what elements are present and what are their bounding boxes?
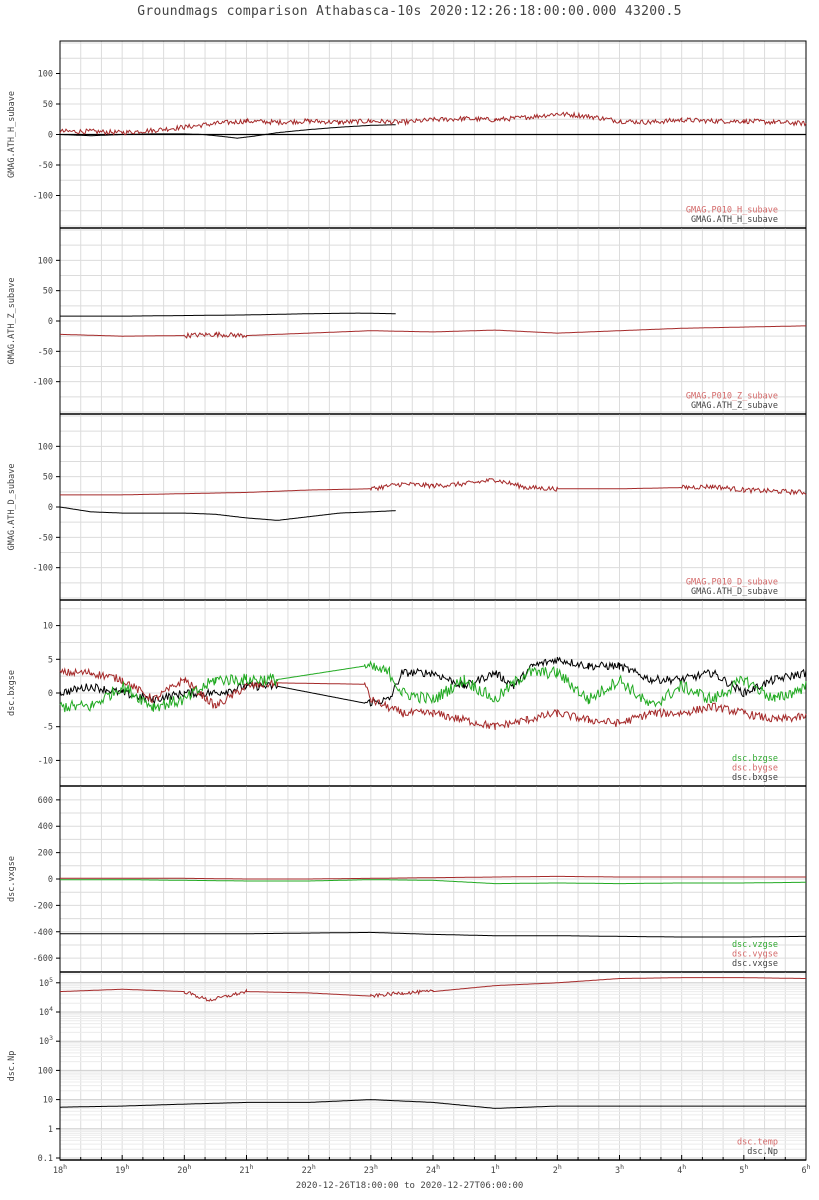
legend-entry: GMAG.ATH_D_subave bbox=[691, 587, 778, 597]
y-tick-label: 0 bbox=[48, 131, 53, 141]
y-tick-label: -100 bbox=[33, 378, 53, 388]
y-tick-label: 5 bbox=[48, 655, 53, 665]
y-tick-label: 50 bbox=[43, 100, 53, 110]
x-tick-label: 20h bbox=[177, 1163, 191, 1176]
series-line-dsc-np bbox=[60, 1099, 806, 1109]
y-tick-label: 1 bbox=[48, 1125, 53, 1135]
y-tick-label: -600 bbox=[33, 954, 53, 964]
x-tick-label: 6h bbox=[801, 1163, 810, 1176]
y-tick-label: 105 bbox=[39, 976, 53, 989]
y-axis-label: GMAG.ATH_Z_subave bbox=[7, 278, 17, 365]
y-tick-label: 100 bbox=[38, 256, 53, 266]
y-tick-label: 0 bbox=[48, 689, 53, 699]
y-tick-label: 100 bbox=[38, 442, 53, 452]
y-tick-label: -50 bbox=[38, 161, 53, 171]
series-line-dsc-vygse bbox=[60, 875, 806, 880]
y-tick-label: -400 bbox=[33, 928, 53, 938]
y-tick-label: 50 bbox=[43, 473, 53, 483]
y-tick-label: 400 bbox=[38, 822, 53, 832]
y-tick-label: -50 bbox=[38, 347, 53, 357]
y-tick-label: 600 bbox=[38, 796, 53, 806]
y-tick-label: -200 bbox=[33, 901, 53, 911]
series-line-dsc-bzgse bbox=[59, 660, 807, 713]
y-tick-label: 200 bbox=[38, 849, 53, 859]
y-tick-label: 0 bbox=[48, 875, 53, 885]
legend-entry: GMAG.P010_H_subave bbox=[686, 206, 778, 216]
legend-entry: dsc.vygse bbox=[732, 950, 778, 960]
y-axis-label: dsc.vxgse bbox=[7, 856, 17, 902]
series-line-gmag-ath-z-subave bbox=[60, 312, 396, 317]
legend-entry: dsc.temp bbox=[737, 1138, 778, 1148]
series-line-dsc-vxgse bbox=[60, 931, 806, 938]
series-line-gmag-p010-z-subave bbox=[59, 325, 806, 339]
y-tick-label: 100 bbox=[38, 1066, 53, 1076]
series-line-gmag-p010-d-subave bbox=[60, 477, 807, 496]
y-tick-label: 104 bbox=[39, 1005, 53, 1018]
y-axis-label: GMAG.ATH_H_subave bbox=[7, 91, 17, 178]
legend-entry: dsc.vzgse bbox=[732, 940, 778, 950]
y-tick-label: -100 bbox=[33, 192, 53, 202]
x-tick-label: 1h bbox=[491, 1163, 500, 1176]
legend-entry: dsc.Np bbox=[747, 1147, 778, 1157]
y-tick-label: 103 bbox=[39, 1034, 53, 1047]
y-tick-label: -5 bbox=[43, 723, 53, 733]
legend-entry: GMAG.P010_Z_subave bbox=[686, 392, 778, 402]
series-line-dsc-bxgse bbox=[59, 656, 807, 707]
x-tick-label: 2h bbox=[553, 1163, 562, 1176]
legend-entry: GMAG.P010_D_subave bbox=[686, 578, 778, 588]
x-tick-label: 24h bbox=[426, 1163, 440, 1176]
time-range-footer: 2020-12-26T18:00:00 to 2020-12-27T06:00:… bbox=[295, 1181, 524, 1191]
series-line-gmag-p010-h-subave bbox=[59, 111, 807, 136]
x-tick-label: 22h bbox=[302, 1163, 316, 1176]
legend-entry: GMAG.ATH_Z_subave bbox=[691, 401, 778, 411]
x-tick-label: 5h bbox=[739, 1163, 748, 1176]
y-tick-label: 0 bbox=[48, 503, 53, 513]
y-tick-label: 10 bbox=[43, 622, 53, 632]
legend-entry: dsc.bxgse bbox=[732, 773, 778, 783]
series-line-gmag-ath-h-subave bbox=[60, 124, 396, 139]
y-tick-label: 50 bbox=[43, 287, 53, 297]
series-line-dsc-bygse bbox=[59, 667, 807, 730]
page-title: Groundmags comparison Athabasca-10s 2020… bbox=[137, 4, 682, 19]
y-axis-label: dsc.Np bbox=[7, 1051, 17, 1082]
y-tick-label: -100 bbox=[33, 564, 53, 574]
legend-entry: GMAG.ATH_H_subave bbox=[691, 215, 778, 225]
y-tick-label: 0 bbox=[48, 317, 53, 327]
x-tick-label: 4h bbox=[677, 1163, 686, 1176]
x-tick-label: 3h bbox=[615, 1163, 624, 1176]
y-tick-label: 0.1 bbox=[38, 1154, 53, 1164]
x-tick-label: 18h bbox=[53, 1163, 67, 1176]
y-tick-label: -10 bbox=[38, 756, 53, 766]
legend-entry: dsc.bygse bbox=[732, 764, 778, 774]
legend-entry: dsc.bzgse bbox=[732, 754, 778, 764]
series-line-dsc-vzgse bbox=[60, 879, 806, 885]
series-line-gmag-ath-d-subave bbox=[59, 506, 396, 521]
y-tick-label: -50 bbox=[38, 533, 53, 543]
y-tick-label: 100 bbox=[38, 70, 53, 80]
x-tick-label: 21h bbox=[239, 1163, 253, 1176]
y-axis-label: dsc.bxgse bbox=[7, 670, 17, 716]
x-tick-label: 23h bbox=[364, 1163, 378, 1176]
series-line-dsc-temp bbox=[59, 977, 806, 1002]
x-tick-label: 19h bbox=[115, 1163, 129, 1176]
legend-entry: dsc.vxgse bbox=[732, 959, 778, 969]
y-tick-label: 10 bbox=[43, 1096, 53, 1106]
y-axis-label: GMAG.ATH_D_subave bbox=[7, 464, 17, 551]
